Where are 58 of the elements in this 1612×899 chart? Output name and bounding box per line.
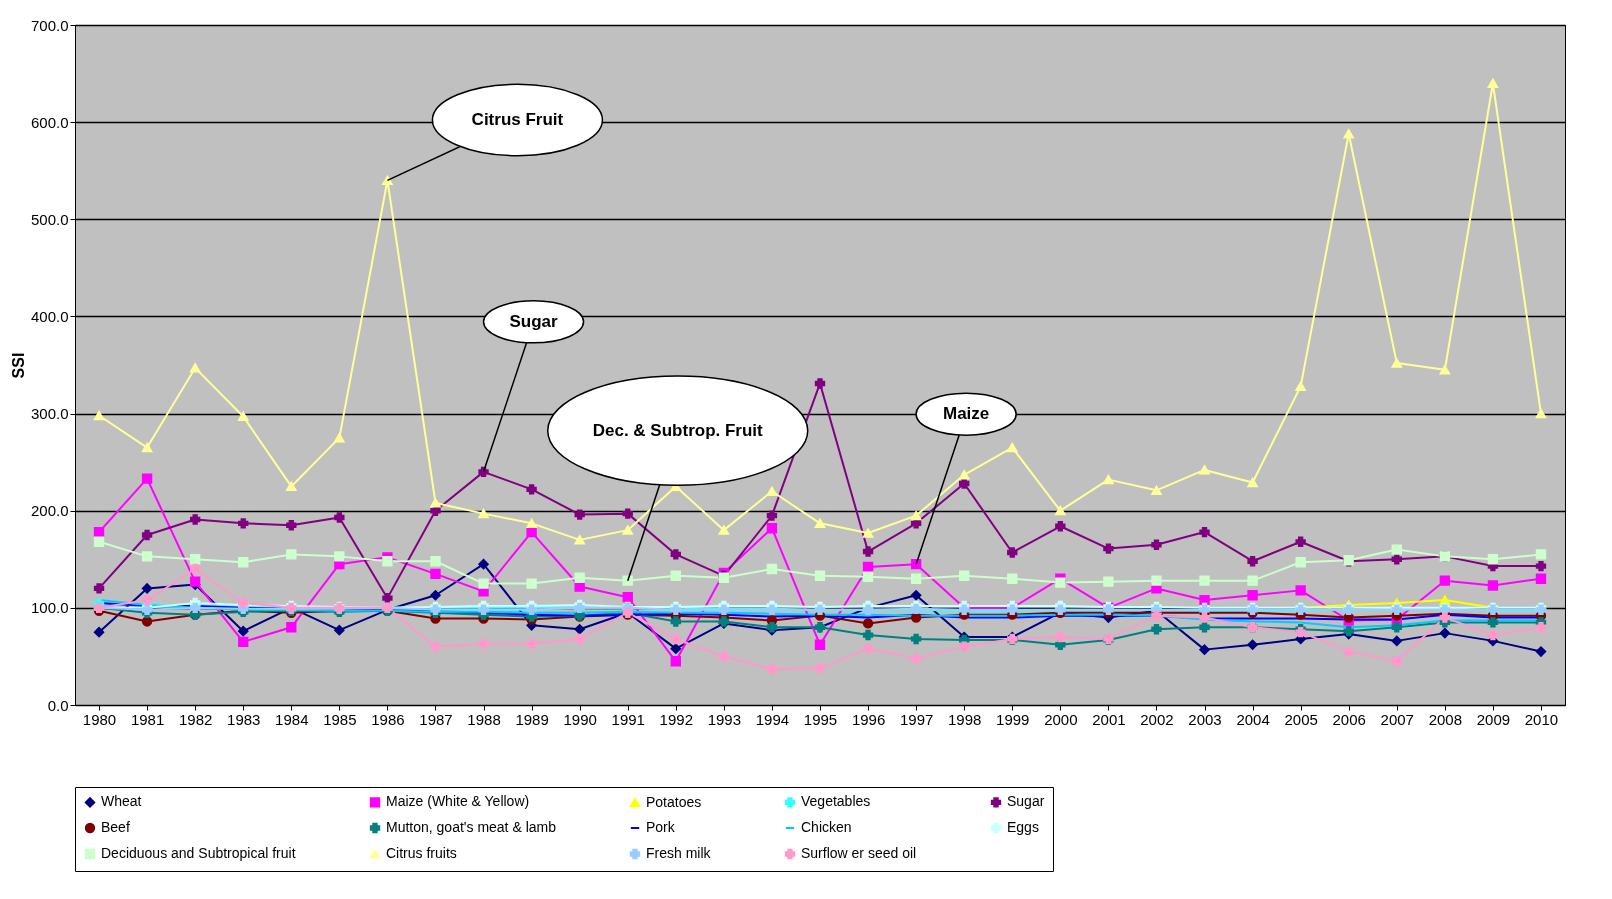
x-tick-label: 1986 [371, 710, 405, 728]
x-tick-label: 1987 [419, 710, 453, 728]
legend-label: Wheat [101, 793, 142, 810]
x-tick-label: 1980 [82, 710, 117, 728]
x-tick-label: 2006 [1332, 710, 1366, 728]
x-tick-label: 1990 [563, 710, 597, 728]
annotation: Sugar [509, 311, 559, 331]
y-tick-label: 500.0 [30, 210, 69, 228]
y-tick-label: 200.0 [30, 502, 69, 520]
x-tick-label: 1988 [467, 710, 501, 728]
legend-label: Citrus fruits [386, 845, 457, 861]
legend-label: Beef [101, 819, 130, 835]
annotation: Dec. & Subtrop. Fruit [592, 420, 764, 440]
x-tick-label: 2001 [1092, 710, 1126, 728]
x-tick-label: 1983 [227, 710, 261, 728]
x-tick-label: 2002 [1140, 710, 1174, 728]
x-tick-label: 1993 [707, 710, 742, 728]
legend-label: Chicken [801, 819, 852, 835]
x-tick-label: 1996 [851, 710, 886, 728]
legend-label: Fresh milk [646, 845, 712, 861]
x-tick-label: 2008 [1428, 710, 1463, 728]
y-tick-label: 700.0 [30, 16, 69, 34]
x-tick-label: 1989 [515, 710, 549, 728]
x-tick-label: 2000 [1044, 710, 1078, 728]
x-tick-label: 2004 [1236, 710, 1270, 728]
y-tick-label: 400.0 [30, 307, 69, 325]
x-tick-label: 1995 [803, 710, 838, 728]
x-tick-label: 1991 [611, 710, 645, 728]
y-tick-label: 300.0 [30, 405, 69, 423]
legend-label: Pork [646, 819, 676, 835]
x-tick-label: 1997 [899, 710, 934, 728]
annotation: Maize [942, 404, 990, 424]
x-tick-label: 2009 [1476, 710, 1511, 728]
y-axis-title: SSI [9, 352, 27, 379]
x-tick-label: 1994 [755, 710, 790, 728]
x-tick-label: 1998 [948, 710, 982, 728]
y-tick-label: 100.0 [30, 599, 69, 617]
legend-label: Mutton, goat's meat & lamb [386, 819, 557, 835]
x-tick-label: 2010 [1524, 710, 1559, 728]
y-tick-label: 0.0 [47, 696, 69, 714]
x-tick-label: 1999 [996, 710, 1030, 728]
y-tick-label: 600.0 [30, 113, 69, 131]
legend-label: Vegetables [801, 793, 871, 810]
legend-label: Potatoes [646, 793, 702, 810]
legend-label: Eggs [1007, 819, 1039, 835]
annotation: Citrus Fruit [471, 110, 564, 129]
x-tick-label: 1981 [130, 710, 165, 728]
legend-label: Maize (White & Yellow) [386, 793, 530, 810]
legend-label: Sugar [1007, 793, 1045, 810]
x-tick-label: 2003 [1188, 710, 1222, 728]
x-tick-label: 1992 [659, 710, 693, 728]
legend-label: Deciduous and Subtropical fruit [101, 845, 296, 861]
x-tick-label: 2007 [1380, 710, 1414, 728]
x-tick-label: 1985 [323, 710, 357, 728]
x-tick-label: 2005 [1284, 710, 1318, 728]
x-tick-label: 1982 [178, 710, 213, 728]
legend-label: Surflow er seed oil [801, 845, 917, 861]
x-tick-label: 1984 [275, 710, 309, 728]
